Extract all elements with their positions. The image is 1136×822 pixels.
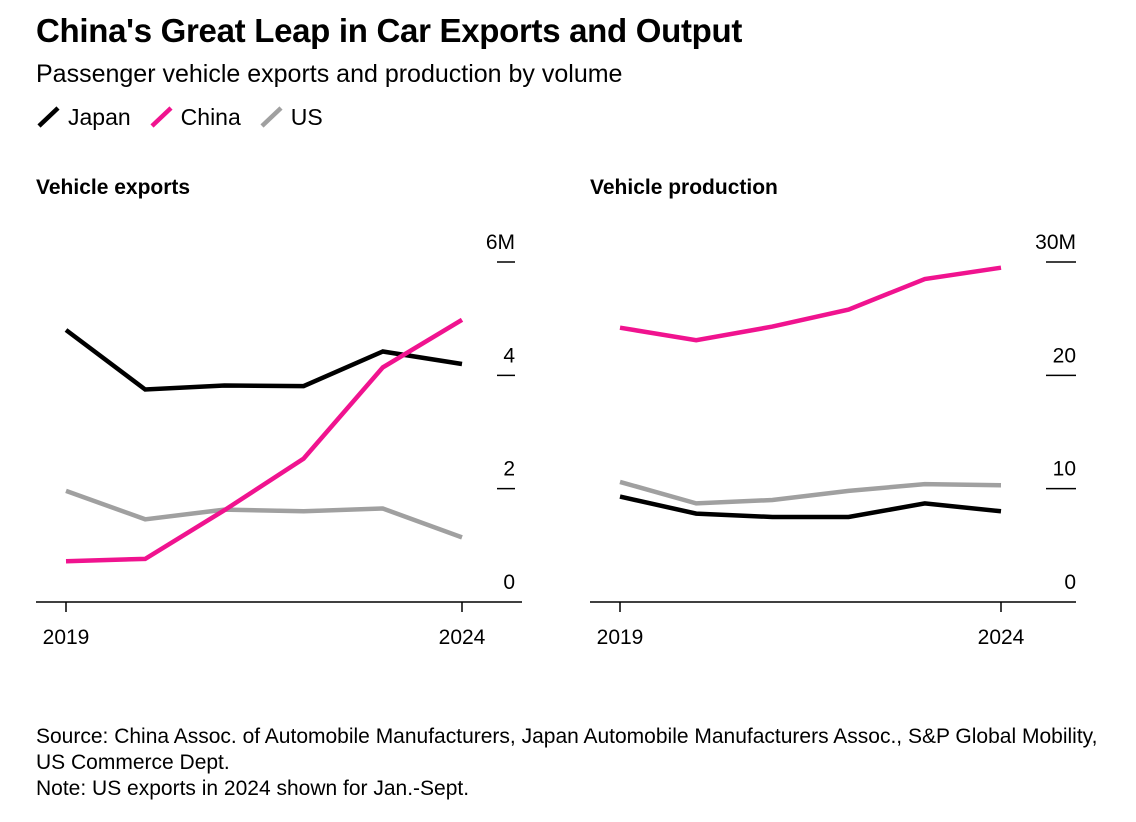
vehicle-production-title: Vehicle production — [590, 176, 778, 199]
vehicle-production-y-tick-label: 20 — [1053, 344, 1076, 367]
vehicle-exports-series-us-line — [65, 488, 463, 540]
legend-label-china: China — [180, 103, 241, 130]
vehicle-exports-y-tick-label: 6M — [486, 231, 515, 254]
legend-label-japan: Japan — [68, 103, 131, 130]
vehicle-production-y-tick-label: 30M — [1035, 231, 1076, 254]
vehicle-exports-x-tick-label: 2019 — [43, 626, 90, 649]
vehicle-exports-title: Vehicle exports — [36, 176, 190, 199]
vehicle-production-x-tick-label: 2024 — [978, 626, 1025, 649]
vehicle-exports-y-tick-label: 0 — [503, 571, 515, 594]
legend-item-japan: Japan — [36, 104, 131, 131]
chart-title: China's Great Leap in Car Exports and Ou… — [36, 12, 743, 49]
vehicle-production-series-us-line — [619, 479, 1002, 506]
legend-swatch-japan — [37, 106, 60, 128]
vehicle-production-series-japan-line — [619, 494, 1002, 520]
legend-label-us: US — [290, 103, 323, 130]
vehicle-production-panel: Vehicle production 0 10 20 30M 2019 2024 — [590, 176, 1076, 649]
vehicle-production-y-tick-label: 10 — [1053, 458, 1076, 481]
vehicle-exports-x-tick-label: 2024 — [439, 626, 486, 649]
vehicle-exports-series-japan-line — [64, 328, 463, 392]
vehicle-production-series-china-line — [619, 265, 1002, 343]
vehicle-exports-series-china-line — [65, 317, 464, 564]
legend-swatch-us — [260, 106, 283, 128]
chart-subtitle: Passenger vehicle exports and production… — [36, 60, 623, 88]
legend-item-us: US — [259, 104, 323, 131]
source-note: Source: China Assoc. of Automobile Manuf… — [36, 725, 1098, 774]
legend-swatch-china — [150, 106, 173, 128]
vehicle-exports-y-tick-label: 4 — [503, 344, 515, 367]
footer: Source: China Assoc. of Automobile Manuf… — [36, 724, 1126, 802]
vehicle-exports-y-tick-label: 2 — [503, 458, 515, 481]
legend-item-china: China — [149, 104, 241, 131]
vehicle-production-y-tick-label: 0 — [1064, 571, 1076, 594]
vehicle-exports-panel: Vehicle exports 0 2 4 6M 2019 2024 — [36, 176, 522, 649]
footnote: Note: US exports in 2024 shown for Jan.-… — [36, 777, 470, 800]
vehicle-production-x-tick-label: 2019 — [597, 626, 644, 649]
legend: Japan China US — [36, 101, 341, 133]
